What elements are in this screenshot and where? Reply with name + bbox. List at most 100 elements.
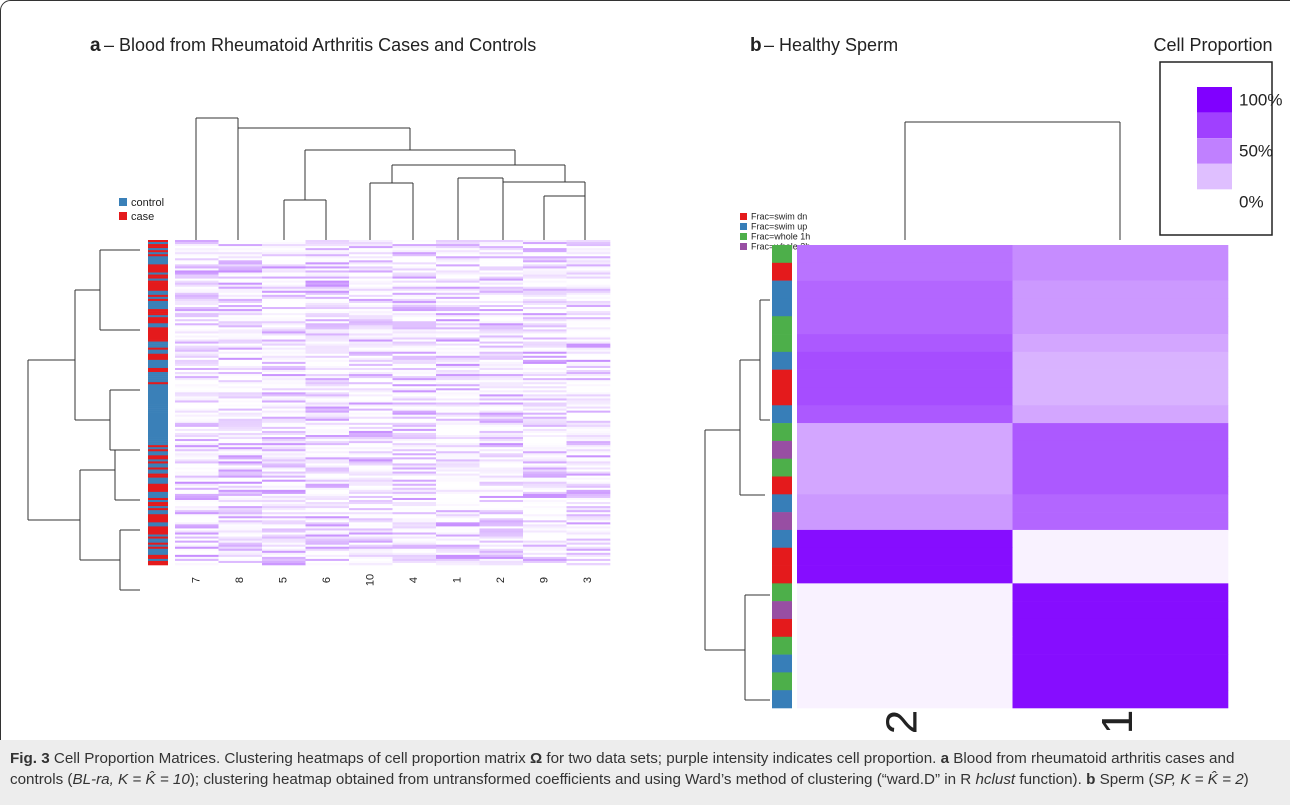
heat-cell <box>349 548 393 552</box>
heat-cell <box>392 266 437 269</box>
heat-cell <box>392 331 437 334</box>
heat-cell <box>175 497 219 501</box>
heat-cell <box>566 430 611 434</box>
heat-cell <box>218 276 263 279</box>
heat-cell <box>566 449 611 452</box>
heat-cell <box>175 294 219 298</box>
heat-cell <box>218 485 263 489</box>
group-cell <box>148 418 168 422</box>
heat-cell <box>305 341 350 344</box>
heat-cell <box>218 441 263 444</box>
group-cell <box>148 384 168 387</box>
heat-cell <box>305 282 350 285</box>
heat-cell <box>175 408 219 411</box>
heat-cell <box>436 331 480 334</box>
heat-cell <box>175 280 219 283</box>
heat-cell <box>349 550 393 554</box>
heat-cell <box>349 260 393 263</box>
heat-cell <box>175 437 219 440</box>
heat-cell <box>479 292 524 296</box>
heat-cell <box>566 520 611 523</box>
heat-cell <box>566 296 611 300</box>
heat-cell <box>218 349 263 353</box>
heat-cell <box>218 278 263 281</box>
heat-cell <box>392 256 437 259</box>
heat-cell <box>436 248 480 251</box>
heat-cell <box>523 319 567 322</box>
heat-cell <box>392 437 437 440</box>
heat-cell <box>392 357 437 361</box>
heat-cell <box>175 292 219 296</box>
group-cell <box>772 583 792 602</box>
heat-cell <box>523 353 567 357</box>
heat-cell <box>349 435 393 438</box>
heat-cell <box>566 335 611 338</box>
heat-cell <box>479 313 524 316</box>
heat-cell <box>305 406 350 409</box>
group-cell <box>148 242 168 245</box>
group-cell <box>148 528 168 531</box>
heat-cell <box>479 534 524 537</box>
heat-cell <box>262 296 306 300</box>
heat-cell <box>566 378 611 381</box>
group-cell <box>148 449 168 452</box>
heat-cell <box>436 333 480 336</box>
heat-cell <box>797 601 1013 620</box>
heat-cell <box>305 479 350 483</box>
heat-cell <box>1012 316 1229 335</box>
heat-cell <box>479 445 524 448</box>
heat-cell <box>479 386 524 389</box>
heat-cell <box>305 396 350 399</box>
heat-cell <box>523 467 567 470</box>
heat-cell <box>392 380 437 383</box>
heat-cell <box>436 359 480 363</box>
heat-cell <box>479 506 524 509</box>
heat-cell <box>262 449 306 452</box>
heat-cell <box>349 240 393 243</box>
heat-cell <box>523 463 567 466</box>
heat-cell <box>262 522 306 525</box>
heat-cell <box>218 465 263 468</box>
heat-cell <box>523 349 567 353</box>
heat-cell <box>349 292 393 296</box>
heat-cell <box>305 349 350 353</box>
heat-cell <box>349 343 393 346</box>
group-cell <box>148 246 168 249</box>
heat-cell <box>523 550 567 554</box>
heat-cell <box>175 359 219 363</box>
heat-cell <box>305 410 350 413</box>
heat-cell <box>566 463 611 466</box>
heat-cell <box>262 345 306 348</box>
heat-cell <box>479 339 524 342</box>
group-cell <box>148 331 168 334</box>
heat-cell <box>349 504 393 507</box>
heat-cell <box>305 445 350 448</box>
group-cell <box>148 264 168 267</box>
heat-cell <box>305 288 350 292</box>
heat-cell <box>218 544 263 548</box>
heat-cell <box>262 331 306 334</box>
heat-cell <box>175 398 219 401</box>
heat-cell <box>566 560 611 564</box>
heat-cell <box>566 307 611 310</box>
heat-cell <box>436 560 480 564</box>
heat-cell <box>262 495 306 499</box>
legend-label: Frac=swim up <box>751 221 807 231</box>
heat-cell <box>436 447 480 450</box>
heat-cell <box>392 441 437 444</box>
heat-cell <box>262 512 306 515</box>
heat-cell <box>305 471 350 474</box>
heat-cell <box>262 376 306 379</box>
heat-cell <box>175 552 219 556</box>
heat-cell <box>523 469 567 472</box>
heat-cell <box>305 430 350 434</box>
heat-cell <box>523 475 567 478</box>
heat-cell <box>175 286 219 290</box>
group-cell <box>148 412 168 415</box>
heat-cell <box>305 461 350 464</box>
heat-cell <box>218 390 263 393</box>
heat-cell <box>218 500 263 503</box>
heat-cell <box>349 402 393 405</box>
heat-cell <box>349 394 393 397</box>
heat-cell <box>392 258 437 261</box>
